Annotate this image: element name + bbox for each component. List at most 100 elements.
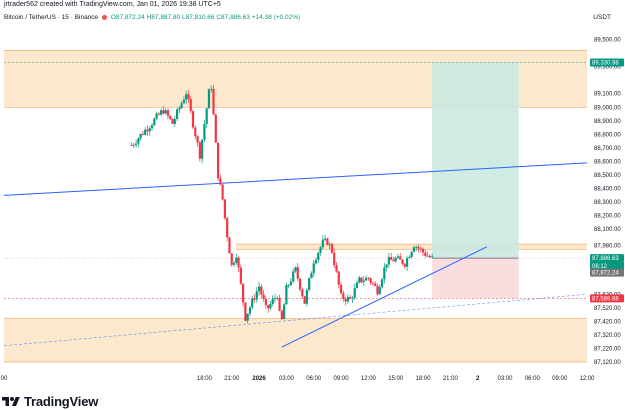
candle-down [219, 178, 222, 185]
candle-up [235, 257, 238, 263]
x-tick-label: 03:00 [498, 376, 514, 382]
candle-up [139, 133, 142, 139]
candle-up [364, 277, 368, 281]
price-tag-label: 87,589.88 [592, 296, 619, 302]
candle-up [394, 257, 397, 262]
candle-down [228, 237, 231, 254]
price-tag-box [590, 268, 624, 277]
candle-down [194, 127, 197, 137]
currency-label[interactable]: USDT [593, 14, 611, 21]
candle-up [362, 280, 365, 283]
candle-up [246, 313, 249, 321]
candle-down [262, 294, 265, 300]
candle-up [144, 129, 147, 135]
price-chart[interactable]: 89,500.00 89,300.00 89,100.00 89,000.00 88,9… [0, 0, 625, 395]
candle-up [232, 262, 236, 265]
candle-up [412, 247, 416, 252]
x-tick-label: 09:00 [552, 376, 568, 382]
candle-up [431, 256, 434, 258]
candle-down [360, 277, 363, 283]
candle-up [328, 244, 331, 246]
candle-down [333, 252, 336, 266]
candle-down [303, 296, 306, 304]
candle-up [132, 144, 135, 146]
y-tick-label: 88,200.00 [594, 214, 621, 220]
candle-up [292, 271, 295, 282]
candle-up [251, 298, 254, 308]
candle-down [242, 283, 245, 303]
candle-down [253, 298, 256, 300]
candle-up [353, 288, 356, 298]
y-tick-label: 88,100.00 [594, 227, 621, 233]
candle-up [410, 251, 413, 257]
candle-up [153, 118, 156, 126]
candle-down [349, 297, 352, 299]
candle-down [301, 289, 304, 297]
candle-up [385, 264, 388, 268]
author-line: jrtrader562 created with TradingView.com… [4, 1, 221, 8]
symbol-name[interactable]: Bitcoin / TetherUS · 15 · Binance [4, 14, 99, 21]
candle-down [214, 114, 217, 143]
price-tag-label: 87,872.24 [592, 271, 619, 277]
candle-up [178, 108, 181, 110]
candle-down [369, 278, 372, 283]
candle-up [164, 110, 167, 114]
candle-up [134, 143, 138, 145]
candle-down [376, 285, 379, 295]
candle-down [390, 257, 393, 260]
candle-up [324, 238, 327, 240]
candle-up [210, 88, 213, 90]
candle-up [148, 128, 151, 132]
y-tick-label: 89,000.00 [594, 105, 621, 111]
x-tick-label: 2 [476, 376, 480, 382]
candle-down [296, 267, 299, 279]
candle-up [387, 257, 390, 265]
zone-mid-band [236, 244, 587, 250]
candle-down [392, 259, 395, 262]
candle-down [221, 184, 224, 200]
candle-up [137, 138, 140, 144]
long-position-stop-area [432, 258, 519, 299]
candle-up [312, 263, 315, 274]
candle-up [426, 255, 429, 257]
candle-up [205, 108, 208, 125]
candle-up [201, 139, 204, 159]
tradingview-logo[interactable]: TradingView [2, 394, 98, 409]
y-tick-label: 87,420.00 [594, 319, 621, 325]
y-tick-label: 88,500.00 [594, 173, 621, 179]
candle-down [403, 264, 406, 267]
trendline-rising-support [281, 246, 488, 348]
candle-down [298, 278, 302, 290]
y-tick-label: 88,800.00 [594, 132, 621, 138]
trendline-dashed-support [3, 293, 588, 347]
y-tick-label: 89,500.00 [594, 38, 621, 44]
candle-down [146, 129, 149, 132]
candle-down [212, 88, 215, 115]
price-tag-label: 87,886.63 [592, 256, 619, 262]
candle-down [191, 111, 195, 128]
candle-down [342, 293, 345, 299]
x-tick-label: 06:00 [306, 376, 322, 382]
y-tick-label: 88,400.00 [594, 187, 621, 193]
y-tick-label: 89,300.00 [594, 65, 621, 71]
y-tick-label: 88,300.00 [594, 200, 621, 206]
candle-up [378, 287, 381, 295]
candle-down [428, 255, 431, 258]
price-tag-box [590, 254, 624, 263]
candle-up [351, 297, 354, 299]
candle-up [276, 297, 279, 299]
y-tick-label: 88,600.00 [594, 159, 621, 165]
candle-down [244, 302, 247, 321]
candle-up [396, 256, 400, 258]
price-change: +14.38 (+0.02%) [251, 14, 301, 21]
long-position-target-area [432, 62, 519, 259]
x-tick-label: 00 [1, 376, 8, 382]
tradingview-brand: TradingView [24, 394, 99, 409]
candle-down [230, 253, 233, 265]
x-tick-label: 15:00 [388, 376, 404, 382]
candle-down [335, 265, 338, 272]
tradingview-logo-icon [2, 396, 20, 406]
y-tick-label: 87,520.00 [594, 306, 621, 312]
candle-up [269, 303, 272, 309]
candle-down [157, 113, 160, 115]
